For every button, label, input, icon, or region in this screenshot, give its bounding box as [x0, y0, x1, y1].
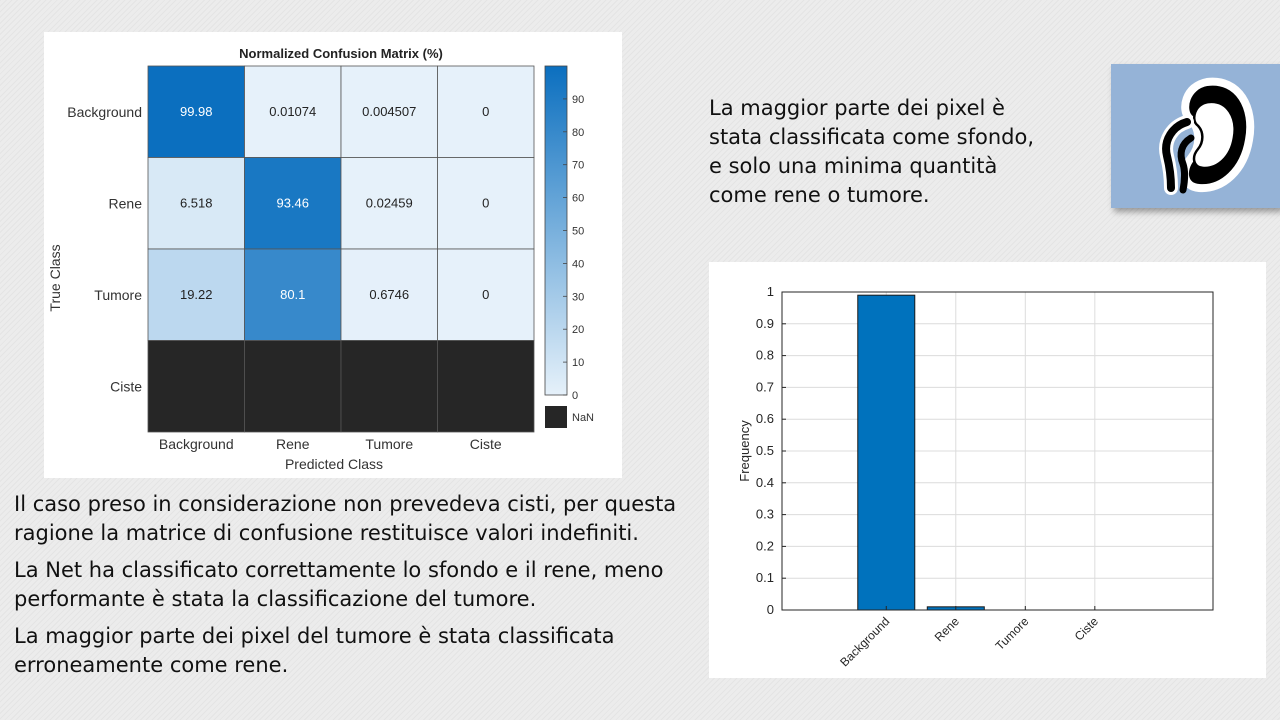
confusion-cell	[437, 340, 535, 433]
true-class-label: Tumore	[94, 287, 142, 303]
colorbar-tick-label: 20	[572, 324, 584, 336]
y-tick-label: 0.2	[756, 538, 774, 553]
true-class-label: Ciste	[110, 378, 142, 394]
confusion-cell	[437, 248, 535, 341]
confusion-cell-value: 0.02459	[366, 195, 413, 210]
kidney-icon	[1159, 77, 1255, 195]
colorbar-tick-label: 90	[572, 94, 584, 106]
y-tick-label: 0.9	[756, 316, 774, 331]
y-tick-label: 0.5	[756, 443, 774, 458]
y-tick-label: 0	[767, 602, 774, 617]
y-tick-label: 0.8	[756, 348, 774, 363]
predicted-class-label: Background	[159, 436, 234, 452]
explanation-paragraph: La maggior parte dei pixel del tumore è …	[14, 624, 615, 677]
true-class-label: Background	[67, 104, 142, 120]
predicted-class-label: Tumore	[365, 436, 413, 452]
true-class-label: Rene	[109, 195, 143, 211]
confusion-matrix-panel: Normalized Confusion Matrix (%) 99.98 0.0…	[44, 32, 622, 478]
frequency-bar-chart: 0 0.1 0.2 0.3 0.4 0.5 0.6 0.7 0.8 0.9 1 Background…	[737, 284, 1214, 669]
confusion-cell-value: 99.98	[180, 104, 213, 119]
y-tick-label: 0.1	[756, 570, 774, 585]
y-tick-label: 0.6	[756, 411, 774, 426]
confusion-cell	[340, 65, 438, 158]
confusion-cell-value: 19.22	[180, 287, 213, 302]
nan-swatch	[545, 406, 567, 428]
confusion-cell	[340, 340, 438, 433]
summary-text: La maggior parte dei pixel è stata class…	[709, 96, 1034, 207]
y-tick-label: 1	[767, 284, 774, 299]
confusion-cell-value: 0	[482, 195, 489, 210]
confusion-cell-value: 6.518	[180, 195, 213, 210]
confusion-matrix-ylabel: True Class	[47, 244, 63, 311]
nan-label: NaN	[572, 412, 594, 424]
confusion-cell	[244, 340, 342, 433]
x-tick-label: Rene	[932, 614, 962, 644]
confusion-cell-value: 93.46	[276, 195, 309, 210]
kidney-icon-box	[1111, 64, 1280, 208]
confusion-cell	[147, 157, 245, 250]
confusion-cell-value: 0.01074	[269, 104, 316, 119]
colorbar-tick-label: 70	[572, 160, 584, 172]
confusion-matrix-xlabel: Predicted Class	[285, 456, 383, 472]
x-tick-label: Ciste	[1072, 614, 1101, 643]
confusion-cell-value: 0	[482, 287, 489, 302]
confusion-cell	[437, 65, 535, 158]
confusion-cell	[244, 157, 342, 250]
explanation-paragraph: Il caso preso in considerazione non prev…	[14, 492, 677, 545]
y-tick-label: 0.7	[756, 379, 774, 394]
predicted-class-label: Ciste	[470, 436, 502, 452]
colorbar-tick-label: 30	[572, 291, 584, 303]
colorbar-tick-label: 10	[572, 357, 584, 369]
confusion-cell-value: 0	[482, 104, 489, 119]
confusion-cell	[244, 65, 342, 158]
x-tick-label: Background	[837, 614, 892, 669]
confusion-cell-value: 0.6746	[369, 287, 409, 302]
y-tick-label: 0.4	[756, 475, 774, 490]
confusion-cell	[147, 65, 245, 158]
bar-chart-ylabel: Frequency	[737, 420, 752, 482]
predicted-class-label: Rene	[276, 436, 310, 452]
confusion-cell-value: 80.1	[280, 287, 305, 302]
x-tick-label: Tumore	[993, 614, 1032, 653]
colorbar-tick-label: 40	[572, 258, 584, 270]
y-tick-label: 0.3	[756, 507, 774, 522]
bar	[857, 294, 916, 611]
colorbar-tick-label: 50	[572, 226, 584, 238]
confusion-matrix-title: Normalized Confusion Matrix (%)	[239, 46, 443, 61]
colorbar-tick-label: 60	[572, 193, 584, 205]
histogram-panel: 0 0.1 0.2 0.3 0.4 0.5 0.6 0.7 0.8 0.9 1 Background…	[709, 262, 1266, 678]
colorbar-tick-label: 80	[572, 127, 584, 139]
confusion-cell	[437, 157, 535, 250]
colorbar-tick-label: 0	[572, 390, 578, 402]
confusion-matrix-chart: Normalized Confusion Matrix (%) 99.98 0.0…	[47, 46, 594, 472]
confusion-cell	[147, 340, 245, 433]
explanation-paragraph: La Net ha classificato correttamente lo …	[14, 558, 664, 611]
explanation-text: Il caso preso in considerazione non prev…	[14, 490, 704, 688]
confusion-cell	[244, 248, 342, 341]
confusion-cell-value: 0.004507	[362, 104, 416, 119]
